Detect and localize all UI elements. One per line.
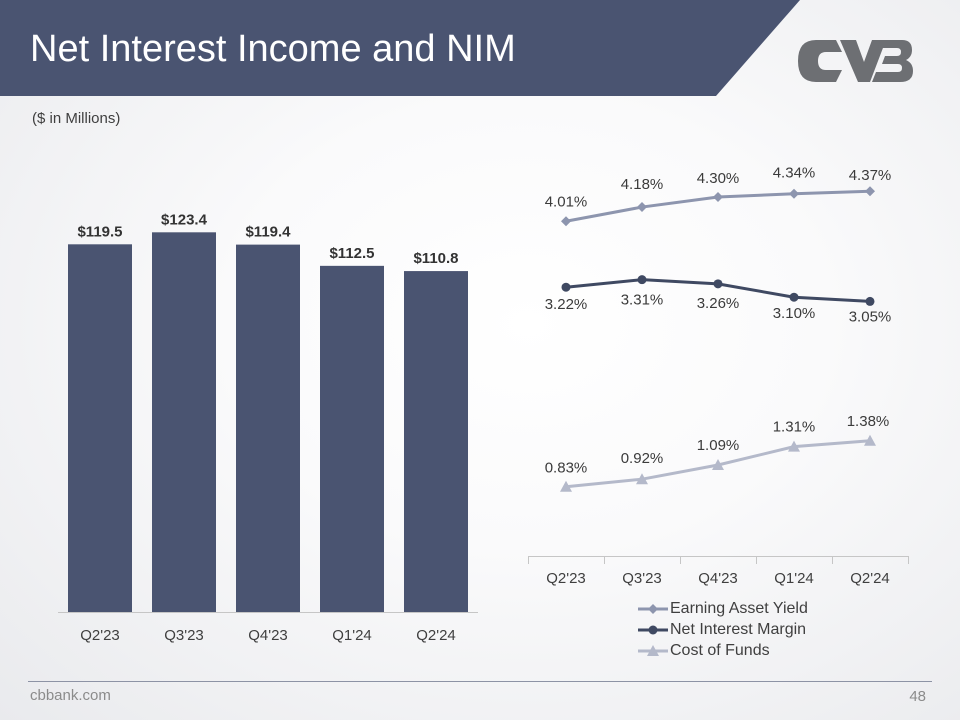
- series-point: [560, 480, 572, 492]
- line-x-tick-label: Q1'24: [774, 570, 814, 587]
- bar-data-label: $119.5: [77, 223, 122, 240]
- net-interest-income-bar-chart: $119.5 Q2'23 $123.4 Q3'23 $119.4 Q4'23 $112.5 Q…: [58, 211, 478, 644]
- series-data-label: 1.31%: [773, 419, 816, 436]
- line-x-tick-label: Q2'24: [850, 570, 890, 587]
- series-data-label: 0.83%: [545, 460, 588, 477]
- series-point: [636, 473, 648, 485]
- bar-x-tick-label: Q2'23: [80, 627, 120, 644]
- legend-swatch-diamond-icon: [638, 603, 668, 614]
- series-point: [561, 216, 571, 227]
- page-title: Net Interest Income and NIM: [30, 28, 516, 70]
- legend-item: Cost of Funds: [636, 640, 808, 661]
- series-point: [865, 186, 875, 197]
- line-x-tick-label: Q3'23: [622, 570, 662, 587]
- bar-x-tick-label: Q4'23: [248, 627, 288, 644]
- series-data-label: 3.31%: [621, 292, 664, 309]
- series-data-label: 3.05%: [849, 308, 892, 325]
- bar-data-label: $119.4: [245, 224, 291, 241]
- bar-2: [236, 244, 300, 612]
- series-cost-of-funds: 0.83% 0.92% 1.09% 1.31% 1.38%: [545, 413, 890, 492]
- yield-margin-line-chart: Q2'23 Q3'23 Q4'23 Q1'24 Q2'24 4.01% 4.18% 4.30%…: [528, 165, 909, 587]
- series-point: [864, 434, 876, 446]
- series-data-label: 1.09%: [697, 437, 740, 454]
- series-data-label: 4.18%: [621, 176, 664, 193]
- bar-x-tick-label: Q3'23: [164, 627, 204, 644]
- cvb-logo-icon: [798, 40, 913, 82]
- legend-label: Net Interest Margin: [670, 620, 807, 638]
- legend-swatch-circle-icon: [638, 625, 668, 634]
- bar-0: [68, 244, 132, 613]
- legend-label: Earning Asset Yield: [670, 599, 808, 617]
- series-data-label: 3.22%: [545, 296, 588, 313]
- header-shape: [0, 0, 800, 96]
- series-data-label: 0.92%: [621, 450, 664, 467]
- footer-url: cbbank.com: [30, 687, 111, 704]
- line-x-tick-label: Q2'23: [546, 570, 586, 587]
- bar-data-label: $112.5: [329, 245, 374, 262]
- legend-item: Earning Asset Yield: [636, 598, 808, 619]
- bar-x-tick-label: Q2'24: [416, 627, 456, 644]
- line-x-tick-label: Q4'23: [698, 570, 738, 587]
- legend-item: Net Interest Margin: [636, 619, 808, 640]
- bar-x-tick-label: Q1'24: [332, 627, 372, 644]
- series-point: [637, 202, 647, 213]
- footer-divider: [28, 681, 932, 682]
- series-point: [561, 282, 571, 292]
- series-net-interest-margin: 3.22% 3.31% 3.26% 3.10% 3.05%: [545, 275, 892, 325]
- series-data-label: 4.01%: [545, 193, 588, 210]
- legend-label: Cost of Funds: [670, 641, 770, 659]
- series-point: [789, 188, 799, 199]
- series-point: [713, 279, 723, 289]
- series-point: [713, 192, 723, 203]
- series-data-label: 3.26%: [697, 295, 740, 312]
- bar-1: [152, 232, 216, 613]
- series-data-label: 4.34%: [773, 165, 816, 182]
- bar-3: [320, 265, 384, 612]
- line-chart-legend: Earning Asset Yield Net Interest Margin Co…: [636, 598, 808, 661]
- header-band: [0, 0, 800, 96]
- series-point: [712, 459, 724, 471]
- series-data-label: 3.10%: [773, 305, 816, 322]
- series-point: [865, 296, 875, 306]
- page-number: 48: [909, 688, 926, 705]
- legend-swatch-triangle-icon: [638, 644, 668, 656]
- bar-4: [404, 271, 468, 612]
- bar-data-label: $123.4: [161, 211, 208, 228]
- series-data-label: 1.38%: [847, 413, 890, 430]
- bar-data-label: $110.8: [413, 250, 458, 267]
- series-data-label: 4.37%: [849, 167, 892, 184]
- series-earning-asset-yield: 4.01% 4.18% 4.30% 4.34% 4.37%: [545, 165, 892, 227]
- series-data-label: 4.30%: [697, 170, 740, 187]
- series-point: [637, 275, 647, 285]
- units-note: ($ in Millions): [32, 110, 121, 127]
- series-point: [788, 440, 800, 452]
- series-point: [789, 292, 799, 302]
